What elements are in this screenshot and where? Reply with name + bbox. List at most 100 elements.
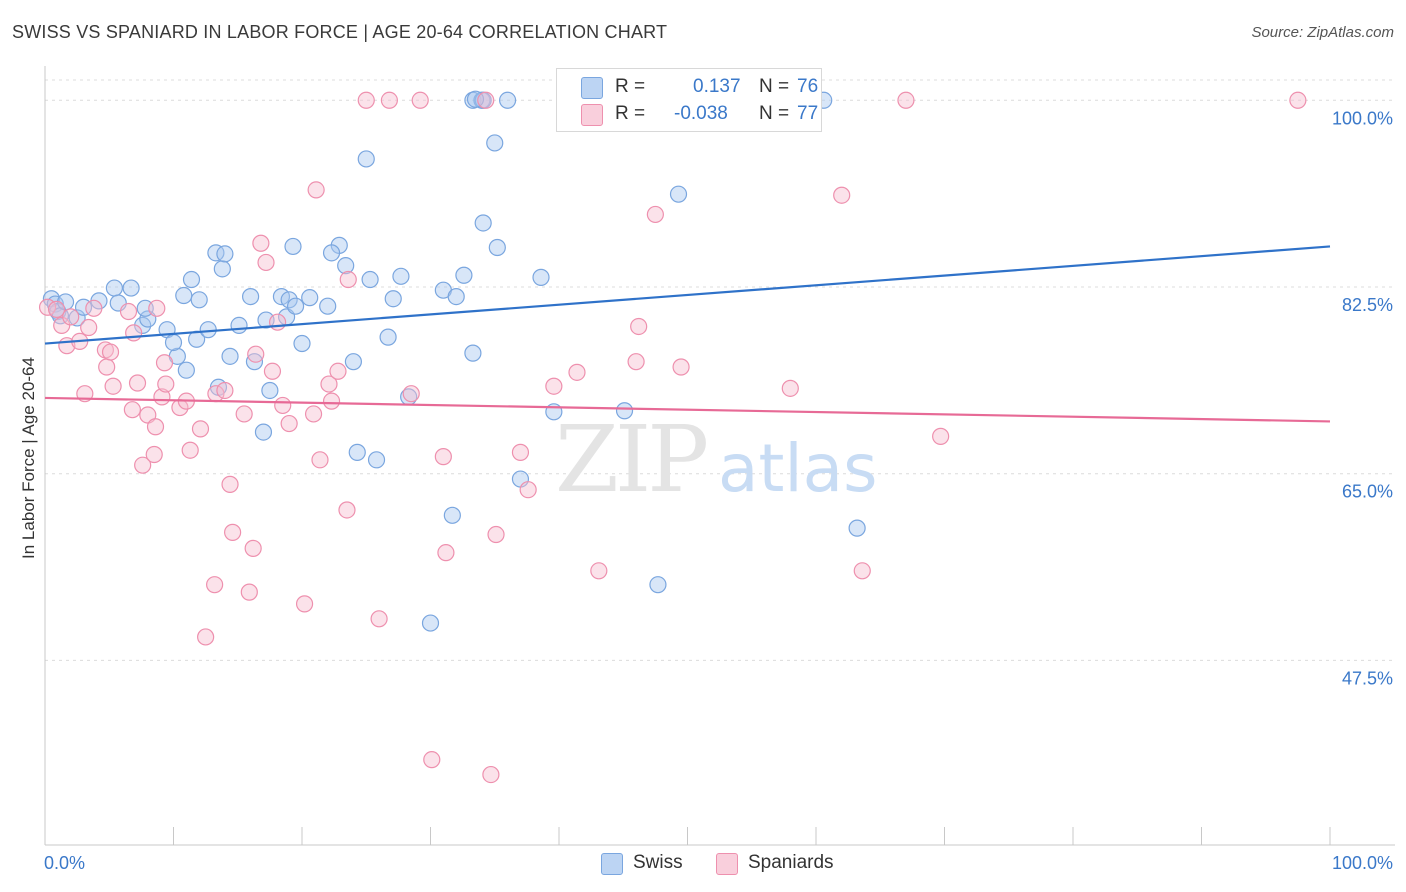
spaniard-point[interactable]: [104, 377, 122, 395]
spaniard-point[interactable]: [280, 414, 298, 433]
swiss-point[interactable]: [122, 279, 140, 297]
spaniard-point[interactable]: [119, 302, 138, 321]
spaniard-point[interactable]: [191, 420, 210, 438]
spaniard-point[interactable]: [128, 374, 147, 392]
swiss-point[interactable]: [532, 268, 550, 286]
swiss-point[interactable]: [392, 267, 410, 285]
spaniard-point[interactable]: [932, 427, 950, 445]
swiss-point[interactable]: [357, 150, 375, 168]
swiss-point[interactable]: [280, 291, 298, 309]
swiss-point[interactable]: [486, 134, 504, 152]
spaniard-point[interactable]: [338, 501, 356, 519]
spaniard-point[interactable]: [370, 610, 388, 628]
spaniard-point[interactable]: [145, 445, 163, 464]
spaniard-point[interactable]: [357, 91, 375, 109]
swiss-point[interactable]: [615, 402, 634, 420]
spaniard-point[interactable]: [897, 91, 915, 109]
swiss-point[interactable]: [207, 244, 225, 262]
spaniard-point[interactable]: [781, 379, 799, 397]
swiss-point[interactable]: [421, 614, 440, 632]
spaniard-point[interactable]: [244, 539, 262, 557]
spaniard-point[interactable]: [568, 363, 586, 381]
swiss-point[interactable]: [474, 214, 492, 232]
swiss-point[interactable]: [177, 361, 195, 379]
spaniard-point[interactable]: [268, 313, 287, 331]
swiss-point[interactable]: [379, 328, 397, 346]
swiss-point[interactable]: [848, 519, 866, 537]
swiss-point[interactable]: [293, 334, 311, 353]
swiss-point[interactable]: [669, 185, 688, 203]
spaniard-point[interactable]: [263, 362, 282, 380]
spaniard-point[interactable]: [646, 205, 664, 224]
spaniard-point[interactable]: [423, 751, 441, 769]
spaniard-point[interactable]: [206, 576, 224, 594]
spaniard-point[interactable]: [322, 392, 341, 410]
spaniard-point[interactable]: [477, 91, 495, 109]
swiss-point[interactable]: [499, 91, 517, 109]
spaniard-point[interactable]: [101, 343, 120, 361]
swiss-point[interactable]: [175, 286, 193, 305]
spaniard-point[interactable]: [482, 765, 500, 784]
spaniard-point[interactable]: [627, 353, 645, 371]
swiss-point[interactable]: [301, 289, 319, 307]
swiss-point[interactable]: [230, 316, 248, 334]
spaniard-point[interactable]: [833, 186, 851, 204]
spaniard-point[interactable]: [434, 448, 452, 466]
spaniard-point[interactable]: [411, 91, 429, 109]
swiss-point[interactable]: [254, 423, 273, 441]
swiss-point[interactable]: [384, 290, 402, 308]
spaniard-point[interactable]: [487, 525, 505, 544]
spaniard-point[interactable]: [545, 377, 563, 395]
spaniard-point[interactable]: [123, 401, 141, 419]
swiss-point[interactable]: [284, 237, 302, 256]
spaniard-point[interactable]: [148, 299, 166, 317]
spaniard-point[interactable]: [274, 396, 292, 415]
swiss-point[interactable]: [464, 344, 482, 362]
spaniard-point[interactable]: [511, 443, 530, 461]
swiss-point[interactable]: [443, 506, 461, 524]
spaniard-point[interactable]: [329, 362, 347, 380]
swiss-point[interactable]: [447, 287, 465, 306]
spaniard-point[interactable]: [1289, 91, 1307, 109]
spaniard-point[interactable]: [80, 318, 98, 337]
spaniard-point[interactable]: [304, 405, 323, 423]
spaniard-point[interactable]: [155, 354, 174, 372]
swiss-point[interactable]: [68, 309, 86, 327]
spaniard-point[interactable]: [630, 317, 648, 336]
swiss-point[interactable]: [190, 291, 208, 309]
swiss-point[interactable]: [322, 244, 341, 262]
swiss-point[interactable]: [488, 238, 506, 257]
swiss-point[interactable]: [199, 321, 217, 339]
spaniard-point[interactable]: [134, 456, 152, 474]
swiss-point[interactable]: [164, 333, 183, 352]
spaniard-point[interactable]: [197, 628, 215, 646]
swiss-point[interactable]: [348, 443, 366, 461]
spaniard-point[interactable]: [98, 358, 116, 376]
spaniard-point[interactable]: [320, 375, 338, 393]
spaniard-point[interactable]: [181, 441, 199, 459]
swiss-point[interactable]: [213, 260, 231, 278]
spaniard-point[interactable]: [853, 562, 871, 580]
spaniard-point[interactable]: [62, 308, 80, 326]
spaniard-point[interactable]: [235, 405, 253, 423]
spaniard-point[interactable]: [224, 523, 242, 541]
spaniard-point[interactable]: [125, 324, 143, 342]
swiss-point[interactable]: [261, 381, 279, 400]
spaniard-point[interactable]: [216, 381, 234, 400]
spaniard-point[interactable]: [157, 375, 175, 393]
spaniard-point[interactable]: [402, 385, 420, 403]
spaniard-point[interactable]: [295, 595, 314, 613]
swiss-point[interactable]: [367, 451, 386, 469]
spaniard-point[interactable]: [85, 299, 103, 317]
spaniard-point[interactable]: [240, 583, 258, 601]
swiss-point[interactable]: [221, 347, 239, 365]
swiss-point[interactable]: [361, 270, 379, 289]
swiss-point[interactable]: [286, 297, 305, 315]
swiss-point[interactable]: [319, 297, 337, 315]
spaniard-point[interactable]: [672, 358, 690, 376]
swiss-point[interactable]: [344, 353, 362, 371]
swiss-point[interactable]: [216, 245, 234, 263]
swiss-point[interactable]: [337, 257, 355, 275]
swiss-point[interactable]: [649, 576, 667, 594]
spaniard-point[interactable]: [339, 270, 357, 289]
